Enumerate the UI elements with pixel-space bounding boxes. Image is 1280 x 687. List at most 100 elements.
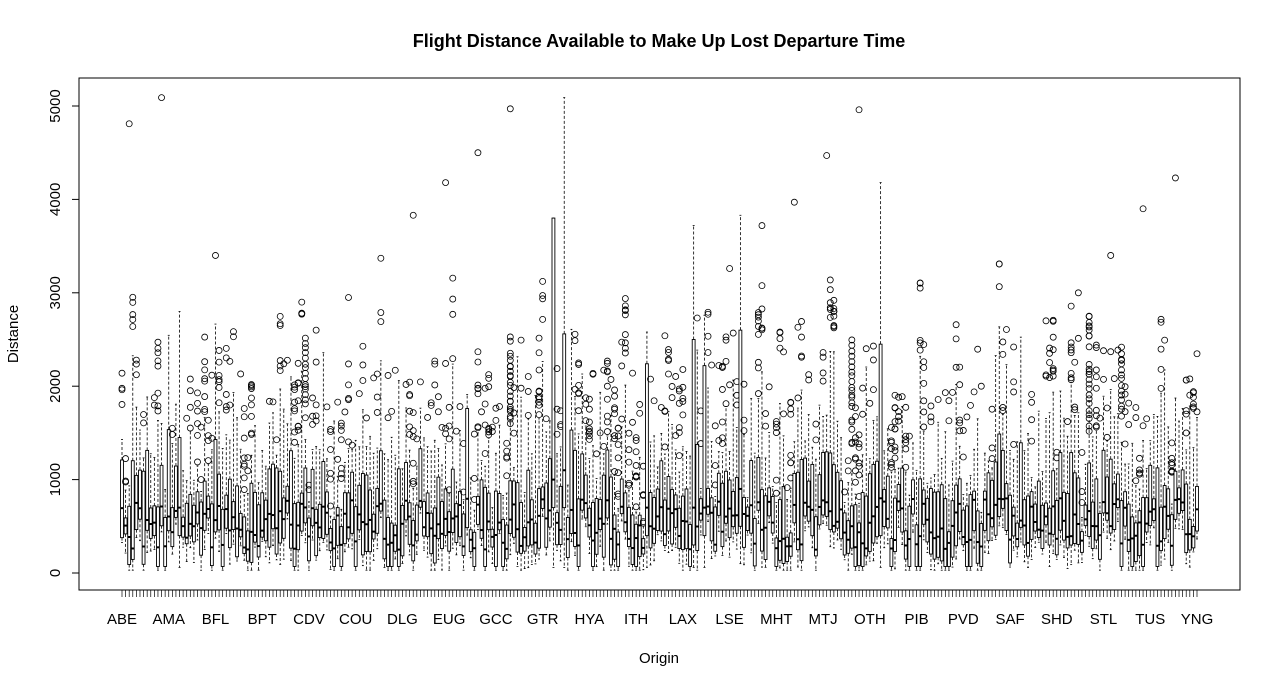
outlier-point <box>240 434 248 442</box>
box <box>424 414 432 558</box>
box <box>745 497 750 536</box>
box-iqr <box>396 468 401 567</box>
outlier-point <box>194 407 201 415</box>
box-iqr <box>242 516 247 554</box>
outlier-point <box>492 416 500 424</box>
outlier-point <box>384 414 392 422</box>
outlier-point <box>848 372 856 380</box>
outlier-point <box>431 381 439 389</box>
outlier-point <box>154 389 162 397</box>
box-iqr <box>458 490 462 538</box>
box-iqr <box>695 443 700 551</box>
box-iqr <box>688 524 692 567</box>
outlier-point <box>118 369 126 377</box>
outlier-point <box>920 364 928 371</box>
outlier-point <box>201 375 209 383</box>
outlier-point <box>1046 344 1053 352</box>
outlier-point <box>1118 405 1125 413</box>
box <box>194 389 201 541</box>
outlier-point <box>276 367 284 374</box>
x-tick-label: GCC <box>479 611 513 628</box>
outlier-point <box>431 360 439 368</box>
box-iqr <box>713 506 718 552</box>
outlier-point <box>337 436 345 444</box>
outlier-point <box>611 432 618 440</box>
outlier-point <box>240 474 248 482</box>
outlier-point <box>337 475 345 482</box>
box-iqr <box>968 494 973 567</box>
outlier-point <box>902 432 910 440</box>
box <box>580 373 585 520</box>
outlier-point <box>740 416 748 424</box>
outlier-point <box>852 478 859 486</box>
box <box>878 182 883 568</box>
outlier-point <box>772 420 780 428</box>
outlier-point <box>122 455 129 462</box>
outlier-point <box>1118 374 1125 382</box>
box-iqr <box>512 480 516 538</box>
box-iqr <box>565 517 570 558</box>
outlier-point <box>301 354 309 362</box>
box <box>697 407 705 536</box>
outlier-point <box>1085 368 1093 375</box>
box-iqr <box>666 476 671 532</box>
outlier-point <box>186 375 194 383</box>
box <box>263 465 268 558</box>
box <box>522 492 527 569</box>
outlier-point <box>999 338 1007 346</box>
outlier-point <box>1085 422 1093 430</box>
outlier-point <box>855 471 863 479</box>
outlier-point <box>582 417 590 425</box>
box-iqr <box>260 492 265 538</box>
outlier-point <box>1064 418 1071 425</box>
box <box>337 419 345 571</box>
outlier-point <box>442 179 449 186</box>
outlier-point <box>348 441 356 449</box>
box <box>1071 358 1079 551</box>
outlier-point <box>323 403 331 411</box>
outlier-point <box>442 360 449 367</box>
box-iqr <box>573 449 577 547</box>
box <box>636 401 644 571</box>
outlier-point <box>611 386 618 394</box>
outlier-point <box>208 371 216 379</box>
box <box>468 477 473 559</box>
outlier-point <box>1010 343 1018 351</box>
box <box>632 434 640 571</box>
outlier-point <box>204 416 212 424</box>
outlier-point <box>988 444 996 452</box>
box <box>332 420 337 571</box>
outlier-point <box>603 395 611 403</box>
box-iqr <box>278 470 283 544</box>
outlier-point <box>920 408 928 416</box>
outlier-point <box>585 395 593 403</box>
box-iqr <box>702 365 707 537</box>
outlier-point <box>988 455 996 462</box>
outlier-point <box>593 450 600 458</box>
outlier-point <box>855 459 863 467</box>
box-iqr <box>346 492 351 540</box>
box <box>783 484 791 571</box>
box <box>1110 375 1118 542</box>
outlier-point <box>1193 408 1201 416</box>
box <box>266 397 273 564</box>
outlier-point <box>337 422 345 430</box>
box <box>1036 410 1041 543</box>
box <box>456 403 464 547</box>
box-iqr <box>472 531 477 567</box>
outlier-point <box>312 326 320 334</box>
outlier-point <box>679 366 687 373</box>
box-iqr <box>709 497 714 542</box>
box <box>1103 404 1111 539</box>
box-iqr <box>404 462 408 521</box>
box <box>1033 486 1038 548</box>
outlier-point <box>740 427 748 435</box>
outlier-point <box>636 401 644 408</box>
box <box>215 347 223 552</box>
outlier-point <box>1100 347 1107 355</box>
outlier-point <box>542 415 550 423</box>
box <box>129 293 137 571</box>
box-iqr <box>533 522 538 555</box>
box <box>988 405 996 541</box>
box-iqr <box>1087 462 1092 537</box>
